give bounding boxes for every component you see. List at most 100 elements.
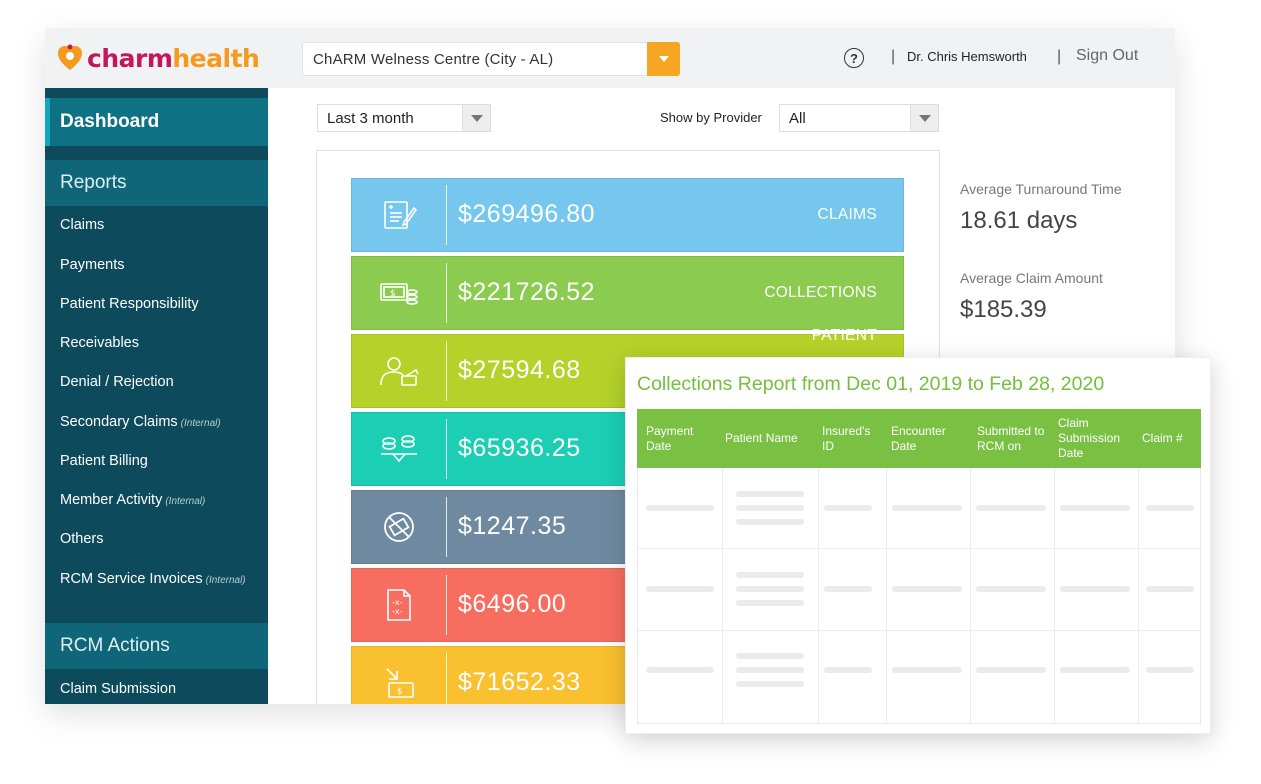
svg-text:-x-: -x- — [392, 607, 403, 616]
row-divider — [638, 548, 1202, 549]
heart-logo-icon — [58, 44, 82, 70]
sidebar-item-label: Patient Billing — [60, 453, 148, 469]
provider-filter-label: Show by Provider — [660, 110, 762, 125]
sidebar-item-label: Payments — [60, 257, 125, 273]
sidebar-item-denial-rejection[interactable]: Denial / Rejection — [60, 374, 177, 390]
logo-text-charm: charm — [87, 43, 173, 73]
card-amount: $1247.35 — [458, 512, 567, 540]
sidebar-item-label: Others — [60, 531, 104, 547]
summary-card-collections[interactable]: $ $221726.52 COLLECTIONS — [351, 256, 904, 330]
provider-select-value: All — [789, 110, 806, 127]
sidebar-item-label: RCM Service Invoices — [60, 571, 203, 587]
sidebar-item-dashboard[interactable]: Dashboard — [45, 98, 268, 146]
card-label: PATIENT — [811, 327, 877, 344]
avg-claim-amount-label: Average Claim Amount — [960, 270, 1103, 286]
placeholder-bar — [736, 572, 804, 578]
user-name[interactable]: Dr. Chris Hemsworth — [907, 49, 1027, 64]
card-label: CLAIMS — [817, 206, 877, 223]
provider-select[interactable]: All — [779, 104, 939, 132]
sidebar-item-payments[interactable]: Payments — [60, 257, 127, 273]
card-icon-box — [352, 335, 446, 407]
claim-form-icon — [384, 201, 418, 229]
column-header[interactable]: Encounter Date — [891, 423, 946, 453]
patient-wallet-icon — [380, 357, 419, 386]
sidebar-item-patient-billing[interactable]: Patient Billing — [60, 453, 151, 469]
sidebar-item-others[interactable]: Others — [60, 531, 107, 547]
sidebar-section-reports[interactable]: Reports — [45, 160, 268, 206]
sidebar-section-label: RCM Actions — [60, 635, 170, 656]
avg-turnaround-label: Average Turnaround Time — [960, 181, 1122, 197]
clinic-select-value: ChARM Welness Centre (City - AL) — [313, 50, 554, 68]
clinic-select[interactable]: ChARM Welness Centre (City - AL) — [302, 42, 680, 76]
placeholder-bar — [646, 586, 714, 592]
card-amount: $71652.33 — [458, 668, 581, 696]
placeholder-bar — [824, 505, 872, 511]
help-icon[interactable]: ? — [844, 48, 864, 68]
sidebar-item-rcm-service-invoices[interactable]: RCM Service Invoices (Internal) — [60, 571, 246, 587]
placeholder-bar — [976, 667, 1046, 673]
placeholder-bar — [1060, 586, 1130, 592]
internal-tag: (Internal) — [205, 575, 246, 586]
column-header[interactable]: Payment Date — [646, 423, 694, 453]
column-divider — [886, 468, 887, 724]
card-icon-box — [352, 413, 446, 485]
column-divider — [722, 468, 723, 724]
placeholder-bar — [824, 586, 872, 592]
period-select[interactable]: Last 3 month — [317, 104, 491, 132]
sidebar-item-claim-submission[interactable]: Claim Submission — [60, 681, 176, 697]
card-label: COLLECTIONS — [764, 284, 877, 301]
period-select-value: Last 3 month — [327, 110, 414, 127]
avg-turnaround-value: 18.61 days — [960, 207, 1078, 234]
sidebar-item-claims[interactable]: Claims — [60, 217, 107, 233]
svg-text:$: $ — [390, 289, 396, 299]
chevron-down-icon — [470, 114, 483, 122]
no-money-icon — [384, 512, 414, 542]
chevron-down-icon — [918, 114, 931, 122]
provider-dropdown-button[interactable] — [910, 105, 938, 131]
cash-coins-icon: $ — [380, 283, 418, 305]
card-amount: $6496.00 — [458, 590, 567, 618]
placeholder-bar — [736, 586, 804, 592]
separator: | — [1057, 48, 1062, 65]
sidebar-item-label: Receivables — [60, 335, 139, 351]
sign-out-link[interactable]: Sign Out — [1076, 47, 1139, 64]
internal-tag: (Internal) — [165, 496, 206, 507]
column-header[interactable]: Claim Submission Date — [1058, 416, 1121, 460]
svg-text:-x-: -x- — [392, 598, 403, 607]
column-header[interactable]: Claim # — [1142, 431, 1183, 445]
placeholder-bar — [976, 505, 1046, 511]
card-divider — [446, 263, 447, 323]
column-header[interactable]: Submitted to RCM on — [977, 423, 1045, 453]
clinic-dropdown-button[interactable] — [647, 42, 680, 76]
placeholder-bar — [736, 519, 804, 525]
period-dropdown-button[interactable] — [462, 105, 490, 131]
placeholder-bar — [646, 505, 714, 511]
placeholder-bar — [1146, 505, 1194, 511]
column-header[interactable]: Patient Name — [725, 431, 798, 445]
sidebar-item-secondary-claims[interactable]: Secondary Claims (Internal) — [60, 414, 221, 430]
report-title: Collections Report from Dec 01, 2019 to … — [637, 373, 1105, 395]
column-divider — [818, 468, 819, 724]
sidebar-item-label: Dashboard — [60, 111, 160, 132]
sidebar-item-label: Patient Responsibility — [60, 296, 199, 312]
sidebar: Dashboard Reports Claims Payments Patien… — [45, 88, 268, 704]
internal-tag: (Internal) — [180, 418, 221, 429]
card-amount: $27594.68 — [458, 356, 581, 384]
sidebar-item-label: Denial / Rejection — [60, 374, 174, 390]
sidebar-section-rcm-actions[interactable]: RCM Actions — [45, 623, 268, 669]
placeholder-bar — [736, 505, 804, 511]
summary-card-claims[interactable]: $269496.80 CLAIMS — [351, 178, 904, 252]
charmhealth-logo[interactable]: charmhealth — [57, 42, 260, 74]
card-icon-box — [352, 491, 446, 563]
column-header[interactable]: Insured's ID — [822, 423, 871, 453]
placeholder-bar — [892, 505, 962, 511]
placeholder-bar — [736, 667, 804, 673]
placeholder-bar — [1146, 667, 1194, 673]
placeholder-bar — [824, 667, 872, 673]
card-divider — [446, 575, 447, 635]
sidebar-item-receivables[interactable]: Receivables — [60, 335, 142, 351]
sidebar-item-member-activity[interactable]: Member Activity (Internal) — [60, 492, 205, 508]
card-amount: $221726.52 — [458, 278, 596, 306]
table-body — [637, 468, 1202, 724]
sidebar-item-patient-responsibility[interactable]: Patient Responsibility — [60, 296, 202, 312]
